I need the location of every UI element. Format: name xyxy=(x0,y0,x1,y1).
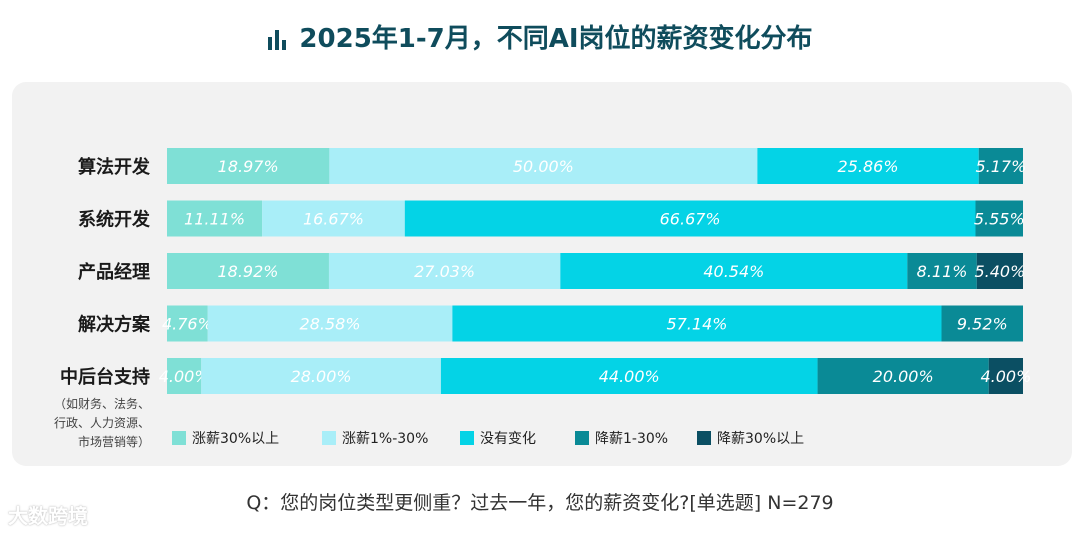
bar-segment xyxy=(167,253,329,289)
data-label: 5.55% xyxy=(974,210,1025,229)
legend-swatch xyxy=(460,431,474,445)
data-label: 20.00% xyxy=(873,367,934,386)
category-label: 产品经理 xyxy=(78,261,150,283)
data-label: 28.58% xyxy=(300,315,361,334)
bar-segment xyxy=(207,305,453,342)
bar-segment xyxy=(262,200,405,237)
bar-segment xyxy=(328,253,561,289)
category-label: 中后台支持 xyxy=(60,366,150,388)
category-note: 市场营销等） xyxy=(78,434,150,449)
chart-title: 2025年1-7月，不同AI岗位的薪资变化分布 xyxy=(299,24,813,54)
data-label: 4.76% xyxy=(162,315,213,334)
bar-segment xyxy=(167,200,263,237)
category-label: 系统开发 xyxy=(78,209,151,231)
bar-segment xyxy=(167,305,208,342)
bar-segment xyxy=(404,200,976,237)
data-label: 25.86% xyxy=(838,157,899,176)
data-label: 9.52% xyxy=(957,315,1008,334)
survey-question: Q：您的岗位类型更侧重？过去一年，您的薪资变化?[单选题] N=279 xyxy=(246,492,834,514)
data-label: 57.14% xyxy=(666,315,727,334)
bar-segment xyxy=(167,358,202,394)
data-label: 4.00% xyxy=(159,367,210,386)
bar-segment xyxy=(988,358,1023,394)
bar-segment xyxy=(907,253,977,289)
bar-segment xyxy=(440,358,818,394)
legend-swatch xyxy=(172,431,186,445)
legend-swatch xyxy=(575,431,589,445)
bar-segment xyxy=(452,305,942,342)
data-label: 27.03% xyxy=(414,262,475,281)
bar-chart-icon xyxy=(268,30,287,50)
data-label: 8.11% xyxy=(917,262,968,281)
category-note: 行政、人力资源、 xyxy=(54,416,150,430)
data-label: 40.54% xyxy=(703,262,764,281)
category-label: 算法开发 xyxy=(78,156,151,178)
legend-label: 涨薪1%-30% xyxy=(342,431,428,447)
data-label: 11.11% xyxy=(184,210,245,229)
data-label: 18.97% xyxy=(218,157,279,176)
bar-segment xyxy=(941,305,1023,342)
data-label: 16.67% xyxy=(303,210,364,229)
data-label: 50.00% xyxy=(513,157,574,176)
legend-swatch xyxy=(322,431,336,445)
chart-title-row: 2025年1-7月，不同AI岗位的薪资变化分布 xyxy=(0,18,1080,55)
data-label: 18.92% xyxy=(217,262,278,281)
legend-label: 降薪30%以上 xyxy=(717,431,804,447)
data-label: 4.00% xyxy=(980,367,1031,386)
bar-segment xyxy=(329,148,758,184)
legend-label: 降薪1-30% xyxy=(595,431,668,447)
category-label: 解决方案 xyxy=(78,314,151,336)
watermark-logo: 大数跨境 xyxy=(8,504,88,528)
bar-segment xyxy=(817,358,989,394)
data-label: 5.40% xyxy=(974,262,1025,281)
data-label: 44.00% xyxy=(599,367,660,386)
bar-segment xyxy=(167,148,330,184)
data-label: 5.17% xyxy=(975,157,1026,176)
data-label: 66.67% xyxy=(660,210,721,229)
bar-segment xyxy=(757,148,979,184)
bar-segment xyxy=(976,253,1023,289)
legend-label: 没有变化 xyxy=(480,431,536,447)
bar-segment xyxy=(201,358,441,394)
bar-segment xyxy=(975,200,1023,237)
bar-segment xyxy=(978,148,1023,184)
category-note: （如财务、法务、 xyxy=(54,396,150,411)
data-label: 28.00% xyxy=(291,367,352,386)
legend-label: 涨薪30%以上 xyxy=(192,431,279,447)
bar-segment xyxy=(560,253,908,289)
legend-swatch xyxy=(697,431,711,445)
